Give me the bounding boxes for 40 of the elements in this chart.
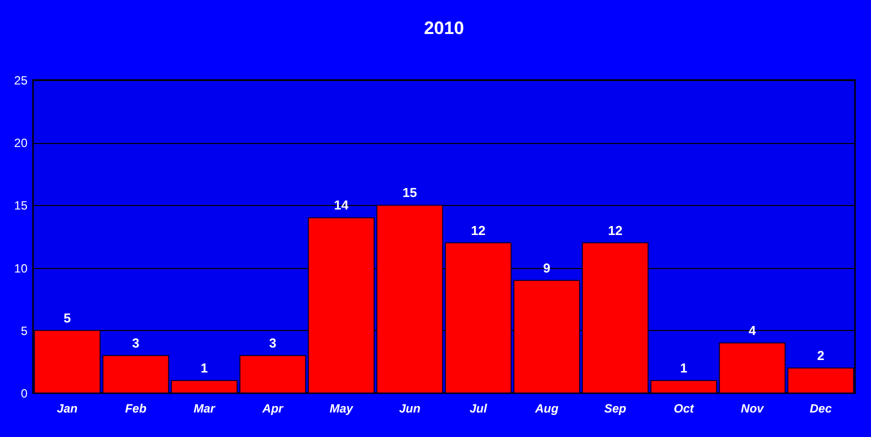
bar [650, 380, 718, 394]
y-tick-label: 0 [20, 386, 28, 400]
bar [102, 354, 170, 394]
bar [34, 330, 101, 394]
x-tick-label: May [330, 402, 354, 416]
bar [170, 380, 238, 394]
bar [718, 342, 786, 394]
bar [787, 367, 854, 394]
bar [513, 280, 580, 394]
data-label: 12 [471, 222, 486, 238]
data-label: 1 [680, 360, 688, 376]
x-tick-label: Aug [534, 402, 560, 416]
bar [239, 354, 306, 394]
data-label: 2 [817, 348, 824, 363]
bar [308, 217, 375, 394]
data-label: 15 [402, 185, 417, 200]
x-tick-label: Nov [740, 402, 765, 416]
bar [444, 242, 512, 394]
x-tick-label: Mar [194, 402, 216, 416]
y-tick-label: 20 [14, 136, 28, 150]
x-tick-label: Jul [470, 402, 488, 416]
chart-title: 2010 [424, 18, 464, 38]
data-label: 3 [132, 335, 140, 350]
data-label: 12 [608, 222, 622, 238]
data-label: 3 [269, 335, 276, 350]
x-tick-label: Dec [810, 402, 832, 416]
x-tick-label: Sep [604, 402, 626, 416]
y-tick-label: 15 [14, 198, 28, 213]
x-tick-label: Oct [674, 402, 695, 416]
y-tick-label: 5 [20, 324, 28, 338]
y-tick-label: 10 [14, 261, 28, 276]
x-tick-label: Feb [125, 402, 146, 416]
data-label: 5 [64, 310, 71, 326]
x-tick-label: Jun [399, 402, 420, 416]
data-label: 1 [200, 360, 208, 376]
y-tick-label: 25 [14, 74, 28, 88]
x-tick-label: Apr [261, 402, 284, 416]
bar [582, 242, 649, 394]
bar [376, 204, 444, 394]
x-tick-label: Jan [56, 402, 78, 416]
